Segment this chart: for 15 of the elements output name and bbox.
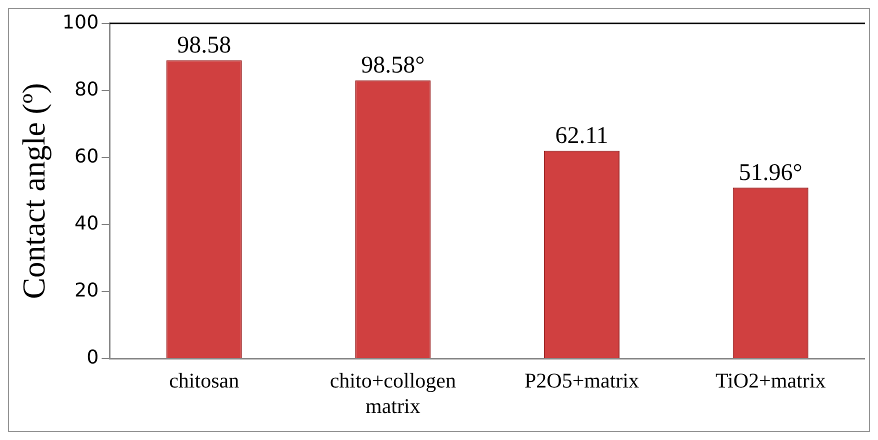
- y-tick-label: 80: [74, 78, 99, 100]
- y-tick-label: 100: [62, 11, 99, 34]
- y-tick-label: 20: [74, 279, 99, 302]
- x-tick-label: chito+collogen matrix: [330, 368, 456, 418]
- y-tick-label: 0: [86, 346, 99, 369]
- annotation: 62.11: [555, 123, 608, 150]
- x-tick-label: TiO2+matrix: [715, 368, 826, 393]
- y-tick-label: 60: [74, 145, 99, 168]
- x-tick-label: P2O5+matrix: [524, 368, 640, 393]
- annotation: 98.58°: [361, 52, 425, 79]
- annotation: 98.58: [177, 32, 232, 59]
- y-axis-title: Contact angle (º): [16, 82, 52, 300]
- y-tick-label: 40: [74, 212, 99, 234]
- annotation: 51.96°: [738, 160, 802, 186]
- x-tick-label: chitosan: [169, 368, 240, 393]
